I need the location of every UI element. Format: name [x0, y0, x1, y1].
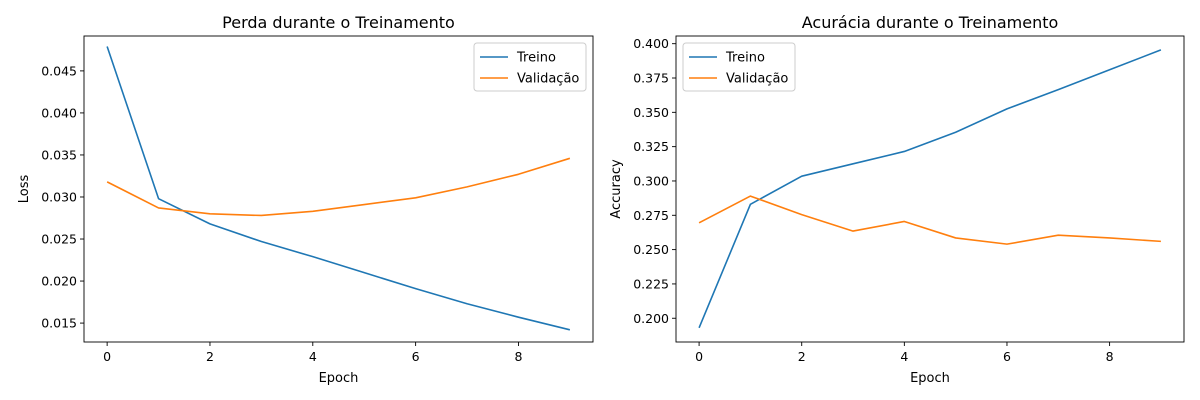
legend-box: [473, 42, 587, 92]
y-tick-label: 0.200: [633, 311, 669, 326]
y-tick-label: 0.400: [633, 36, 669, 51]
x-tick-label: 6: [1003, 349, 1011, 364]
legend-entry: Treino: [516, 51, 556, 66]
y-axis-label: Accuracy: [609, 159, 624, 219]
y-tick-label: 0.040: [41, 105, 77, 120]
plot-area: [675, 35, 1185, 343]
y-tick-label: 0.300: [633, 173, 669, 188]
y-tick-label: 0.250: [633, 242, 669, 257]
x-tick-label: 2: [798, 349, 806, 364]
x-tick-label: 0: [103, 349, 111, 364]
legend-entry: Validação: [726, 72, 788, 87]
y-tick-label: 0.030: [41, 189, 77, 204]
series-line-0: [698, 49, 1162, 329]
series-line-1: [698, 195, 1161, 245]
x-tick-label: 8: [1106, 349, 1114, 364]
y-tick-label: 0.045: [41, 63, 77, 78]
y-tick-label: 0.020: [41, 274, 77, 289]
loss-chart: Perda durante o Treinamento 0 2 4 6 8 0.015 0.0…: [17, 13, 594, 386]
legend: Treino Validação: [473, 42, 587, 92]
x-tick-label: 0: [695, 349, 703, 364]
y-axis-label: Loss: [17, 175, 32, 204]
y-tick-label: 0.350: [633, 105, 669, 120]
legend-entry: Validação: [517, 72, 579, 87]
legend: Treino Validação: [682, 42, 796, 92]
x-tick-label: 8: [514, 349, 522, 364]
legend-entry: Treino: [725, 51, 765, 66]
y-tick-label: 0.375: [633, 71, 669, 86]
x-tick-label: 4: [309, 349, 317, 364]
x-tick-label: 4: [900, 349, 908, 364]
chart-title: Perda durante o Treinamento: [222, 13, 455, 32]
accuracy-chart: Acurácia durante o Treinamento 0 2 4 6 8 0.200…: [609, 13, 1185, 386]
x-tick-label: 6: [412, 349, 420, 364]
y-tick-label: 0.275: [633, 208, 669, 223]
x-axis-label: Epoch: [910, 371, 950, 386]
y-tick-label: 0.225: [633, 276, 669, 291]
y-tick-label: 0.035: [41, 147, 77, 162]
y-tick-label: 0.325: [633, 139, 669, 154]
y-tick-label: 0.025: [41, 232, 77, 247]
x-tick-label: 2: [206, 349, 214, 364]
x-axis-label: Epoch: [319, 371, 359, 386]
y-tick-label: 0.015: [41, 316, 77, 331]
legend-box: [682, 42, 796, 92]
series-line-1: [106, 157, 571, 217]
plot-area: [83, 35, 594, 343]
chart-title: Acurácia durante o Treinamento: [802, 13, 1059, 32]
